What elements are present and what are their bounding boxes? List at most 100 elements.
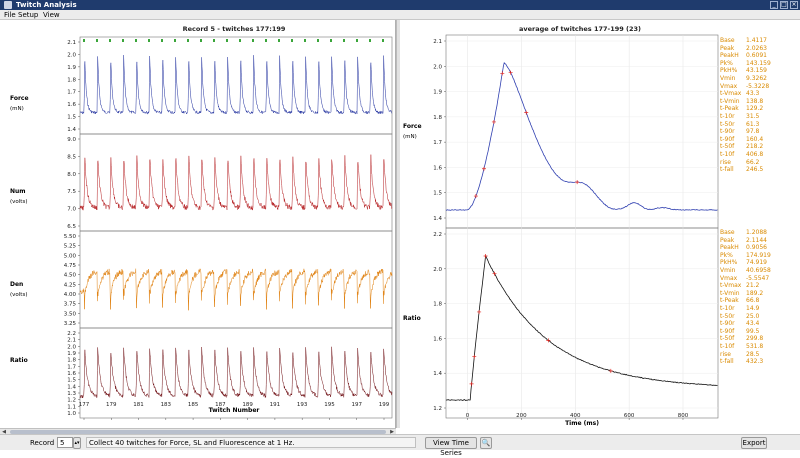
stat-name: Pk% — [720, 251, 733, 259]
y-tick-label: 2.1 — [67, 40, 76, 46]
twitch-marker — [369, 39, 371, 42]
stat-value: 160.4 — [746, 135, 764, 143]
record-spinner-icon[interactable]: ▴▾ — [73, 437, 81, 449]
menu-view[interactable]: View — [43, 11, 60, 19]
stat-name: Peak — [720, 236, 735, 244]
y-tick-label: 4.75 — [64, 263, 77, 269]
y-tick-label: 4.00 — [64, 292, 77, 298]
menu-file[interactable]: File — [4, 11, 16, 19]
y-tick-label: 3.75 — [64, 302, 77, 308]
stat-value: 189.2 — [746, 289, 764, 297]
stat-value: 2.0263 — [746, 44, 767, 52]
stat-value: 43.4 — [746, 320, 760, 328]
window-title: Twitch Analysis — [16, 1, 77, 9]
x-tick-label: 400 — [570, 413, 581, 419]
stat-value: 14.9 — [746, 304, 760, 312]
scroll-left-icon[interactable]: ◀ — [2, 429, 6, 435]
stat-value: 31.5 — [746, 112, 760, 120]
event-marker — [483, 254, 488, 258]
stat-name: Base — [720, 229, 735, 236]
event-marker — [491, 119, 496, 124]
right-chart-title: average of twitches 177-199 (23) — [519, 25, 641, 33]
app-icon — [4, 1, 12, 9]
zoom-icon[interactable]: 🔍 — [480, 437, 492, 449]
stat-name: t-Vmax — [720, 90, 742, 98]
scroll-thumb[interactable] — [10, 430, 386, 434]
stat-name: t-fall — [720, 166, 734, 174]
stat-name: t-90r — [720, 320, 735, 328]
stat-name: t-90f — [720, 327, 735, 335]
event-marker — [481, 166, 486, 171]
y-tick-label: 4.25 — [64, 282, 77, 288]
stat-name: t-50r — [720, 120, 735, 128]
y-tick-label: 3.25 — [64, 321, 77, 327]
record-number-field[interactable]: 5 — [57, 437, 73, 448]
export-button[interactable]: Export — [741, 437, 767, 449]
twitch-start-markers — [83, 39, 384, 42]
close-icon[interactable]: × — [790, 1, 798, 9]
y-tick-label: 2.0 — [67, 52, 76, 58]
y-tick-label: 1.2 — [67, 398, 76, 404]
twitch-marker — [109, 39, 111, 42]
twitch-marker — [291, 39, 293, 42]
stat-name: rise — [720, 350, 731, 358]
stat-value: 143.159 — [746, 59, 771, 67]
stat-value: 25.0 — [746, 312, 760, 320]
right-chart-panel: average of twitches 177-199 (23) Force (… — [400, 20, 800, 428]
y-tick-label: 1.8 — [67, 77, 76, 83]
stat-value: 174.919 — [746, 251, 771, 259]
avg-force-trace — [445, 61, 718, 211]
event-marker — [575, 180, 580, 185]
stat-name: t-Vmin — [720, 289, 740, 297]
y-tick-label: 6.5 — [67, 224, 76, 230]
horizontal-scrollbar[interactable]: ◀ ▶ — [0, 428, 396, 435]
stat-value: 1.4117 — [746, 37, 767, 44]
stat-name: t-fall — [720, 358, 734, 366]
y-tick-label: 1.8 — [433, 115, 442, 121]
x-tick-label: 179 — [106, 402, 117, 408]
view-time-series-button[interactable]: View Time Series — [425, 437, 477, 457]
panel-splitter[interactable] — [396, 20, 400, 428]
left-chart-panel: Record 5 - twitches 177:199 Force (mN) 2… — [0, 20, 396, 428]
y-tick-label: 1.9 — [67, 351, 76, 357]
ratio-trace — [79, 346, 393, 399]
num-unit: (volts) — [10, 199, 27, 205]
avg-force-markers — [473, 70, 580, 199]
left-chart-title: Record 5 - twitches 177:199 — [183, 25, 286, 33]
y-tick-label: 1.5 — [67, 115, 76, 121]
left-x-axis-label: Twitch Number — [209, 407, 260, 414]
stat-name: t-50r — [720, 312, 735, 320]
stat-value: 2.1144 — [746, 236, 767, 244]
avg-force-label: Force — [403, 123, 422, 130]
twitch-marker — [174, 39, 176, 42]
den-label: Den — [10, 281, 23, 288]
y-tick-label: 4.50 — [64, 273, 77, 279]
twitch-marker — [96, 39, 98, 42]
stat-name: t-50f — [720, 335, 735, 343]
twitch-marker — [187, 39, 189, 42]
menu-setup[interactable]: Setup — [18, 11, 39, 19]
twitch-marker — [265, 39, 267, 42]
x-tick-label: 193 — [297, 402, 308, 408]
stat-value: 40.6958 — [746, 266, 771, 274]
stat-value: -5.3228 — [746, 82, 770, 90]
x-tick-label: 189 — [242, 402, 253, 408]
stat-name: Base — [720, 37, 735, 44]
minimize-icon[interactable]: _ — [770, 1, 778, 9]
y-tick-label: 1.8 — [433, 302, 442, 308]
twitch-marker — [317, 39, 319, 42]
x-tick-label: 199 — [379, 402, 390, 408]
stat-name: t-10r — [720, 112, 735, 120]
x-tick-label: 191 — [270, 402, 281, 408]
event-marker — [492, 271, 497, 276]
twitch-marker — [304, 39, 306, 42]
scroll-right-icon[interactable]: ▶ — [390, 429, 394, 435]
record-label: Record — [30, 439, 55, 447]
maximize-icon[interactable]: □ — [780, 1, 788, 9]
y-tick-label: 1.3 — [67, 391, 76, 397]
y-tick-label: 5.50 — [64, 234, 77, 240]
stat-name: Vmin — [720, 266, 736, 274]
twitch-marker — [343, 39, 345, 42]
x-tick-label: 200 — [516, 413, 527, 419]
stat-name: t-10f — [720, 150, 735, 158]
